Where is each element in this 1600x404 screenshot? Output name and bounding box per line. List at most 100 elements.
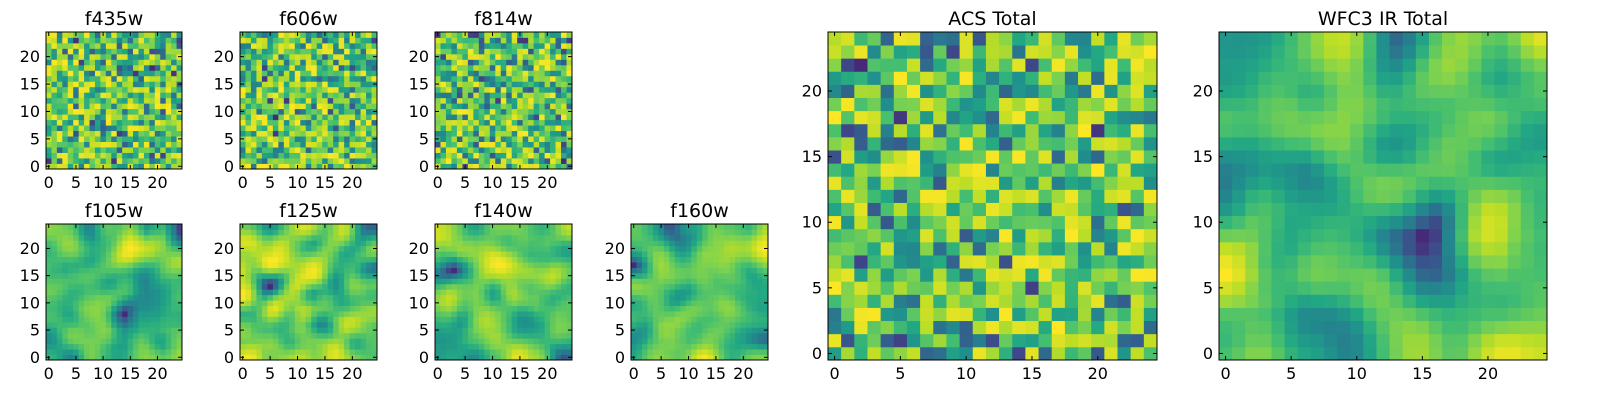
heatmap-cell — [344, 136, 350, 142]
heatmap-cell — [1104, 321, 1118, 335]
heatmap-cell — [517, 349, 523, 355]
heatmap-cell — [1039, 242, 1053, 256]
heatmap-cell — [322, 229, 328, 235]
heatmap-cell — [295, 257, 301, 263]
heatmap-cell — [539, 98, 545, 104]
heatmap-cells — [240, 224, 377, 360]
heatmap-cell — [735, 240, 741, 246]
heatmap-cell — [100, 70, 106, 76]
heatmap-cell — [556, 306, 562, 312]
heatmap-cell — [366, 316, 372, 322]
heatmap-cell — [333, 109, 339, 115]
heatmap-cell — [328, 158, 334, 164]
heatmap-cell — [111, 98, 117, 104]
heatmap-cell — [317, 103, 323, 109]
heatmap-cell — [920, 347, 934, 361]
heatmap-cell — [973, 281, 987, 295]
heatmap-cell — [245, 103, 251, 109]
x-tick-label: 5 — [460, 173, 470, 192]
heatmap-cell — [512, 333, 518, 339]
heatmap-cell — [262, 278, 268, 284]
heatmap-cell — [446, 284, 452, 290]
heatmap-cell — [339, 268, 345, 274]
heatmap-cell — [528, 289, 534, 295]
heatmap-cell — [506, 262, 512, 268]
heatmap-cell — [1118, 216, 1132, 230]
heatmap-cell — [528, 76, 534, 82]
heatmap-cell — [741, 251, 747, 257]
heatmap-cell — [484, 349, 490, 355]
heatmap-cell — [647, 251, 653, 257]
heatmap-cell — [479, 338, 485, 344]
heatmap-cell — [68, 54, 74, 60]
heatmap-cell — [724, 246, 730, 252]
heatmap-cell — [344, 158, 350, 164]
heatmap-cell — [1104, 216, 1118, 230]
heatmap-cell — [73, 37, 79, 43]
heatmap-cell — [79, 48, 85, 54]
heatmap-cell — [46, 92, 52, 98]
heatmap-cell — [361, 120, 367, 126]
heatmap-cell — [73, 59, 79, 65]
heatmap-cell — [495, 136, 501, 142]
heatmap-cell — [262, 300, 268, 306]
heatmap-cell — [752, 306, 758, 312]
heatmap-cell — [561, 54, 567, 60]
heatmap-cell — [702, 300, 708, 306]
heatmap-cell — [90, 87, 96, 93]
heatmap-cell — [457, 147, 463, 153]
heatmap-cell — [841, 189, 855, 203]
heatmap-cell — [57, 224, 63, 230]
heatmap-cell — [534, 120, 540, 126]
heatmap-cell — [73, 43, 79, 49]
heatmap-cell — [556, 268, 562, 274]
heatmap-cell — [697, 268, 703, 274]
heatmap-cell — [311, 240, 317, 246]
heatmap-cell — [730, 344, 736, 350]
heatmap-cell — [490, 147, 496, 153]
heatmap-cell — [451, 344, 457, 350]
heatmap-cell — [1039, 281, 1053, 295]
heatmap-cell — [111, 229, 117, 235]
heatmap-cell — [149, 311, 155, 317]
heatmap-cell — [344, 257, 350, 263]
heatmap-cell — [1065, 281, 1079, 295]
heatmap-cell — [311, 224, 317, 230]
heatmap-cell — [90, 229, 96, 235]
heatmap-cell — [653, 349, 659, 355]
heatmap-cell — [757, 316, 763, 322]
heatmap-cell — [854, 347, 868, 361]
heatmap-cell — [251, 136, 257, 142]
heatmap-cell — [550, 87, 556, 93]
heatmap-cell — [973, 216, 987, 230]
heatmap-cell — [534, 131, 540, 137]
heatmap-cell — [757, 338, 763, 344]
heatmap-cell — [171, 98, 177, 104]
heatmap-cell — [62, 32, 68, 38]
heatmap-cell — [658, 338, 664, 344]
heatmap-cell — [752, 268, 758, 274]
heatmap-cell — [490, 338, 496, 344]
heatmap-cell — [155, 268, 161, 274]
heatmap-cell — [490, 131, 496, 137]
heatmap-cell — [361, 327, 367, 333]
heatmap-cell — [490, 70, 496, 76]
heatmap-cell — [117, 284, 123, 290]
heatmap-cell — [79, 268, 85, 274]
heatmap-cell — [517, 136, 523, 142]
heatmap-cell — [62, 109, 68, 115]
heatmap-cell — [735, 235, 741, 241]
heatmap-cell — [57, 300, 63, 306]
heatmap-cell — [46, 268, 52, 274]
heatmap-cell — [440, 338, 446, 344]
heatmap-cell — [556, 235, 562, 241]
heatmap-cell — [267, 76, 273, 82]
heatmap-cell — [642, 262, 648, 268]
heatmap-cell — [128, 103, 134, 109]
heatmap-cell — [138, 109, 144, 115]
heatmap-cell — [256, 322, 262, 328]
heatmap-cell — [735, 251, 741, 257]
heatmap-cell — [122, 87, 128, 93]
heatmap-cell — [457, 333, 463, 339]
x-tick-label: 5 — [265, 173, 275, 192]
